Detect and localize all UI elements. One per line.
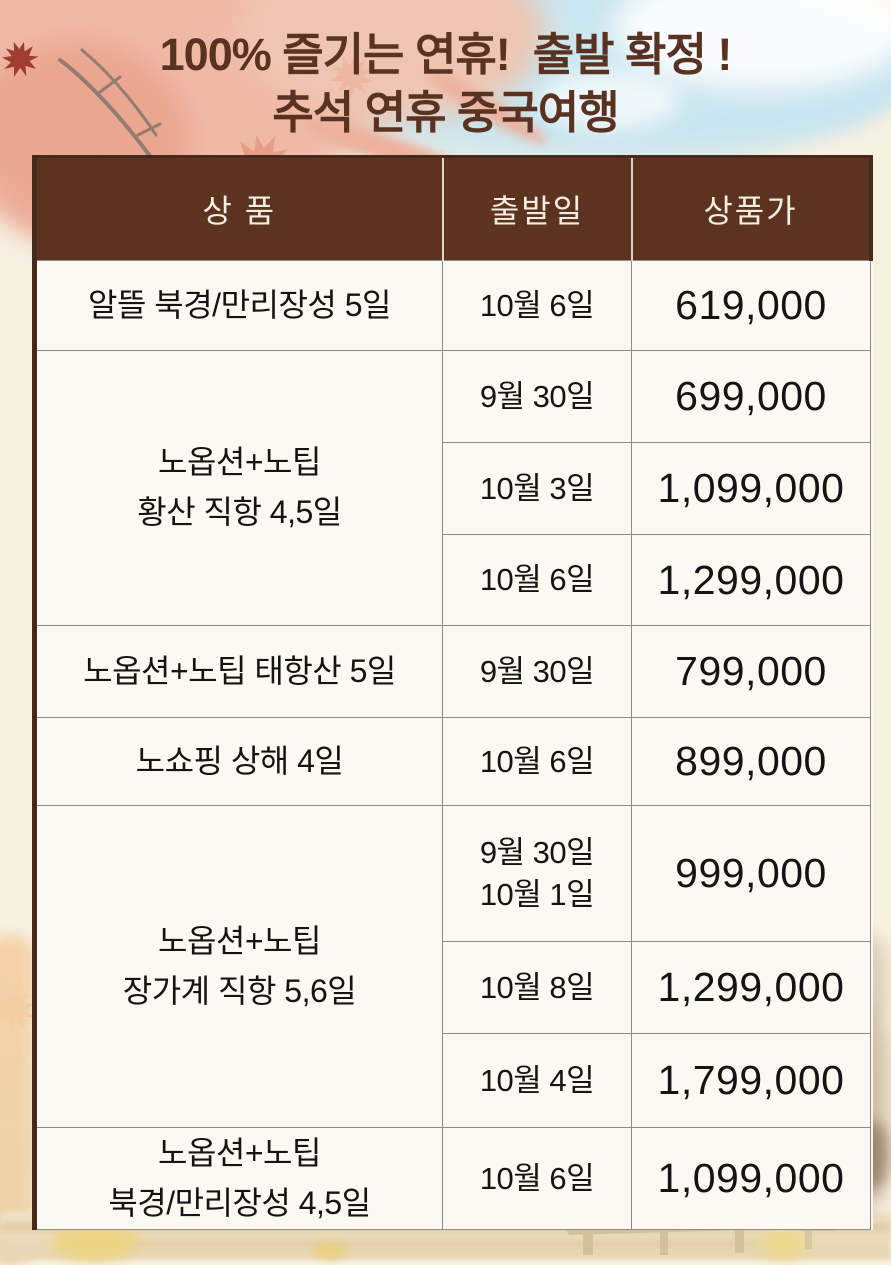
page-title-line2: 추석 연휴 중국여행 xyxy=(272,86,619,138)
peach-wash-decoration xyxy=(0,935,34,1265)
product-cell: 노옵션+노팁 장가계 직항 5,6일 xyxy=(34,805,443,1128)
table-row: 10월 3일 1,099,000 xyxy=(35,442,871,535)
table-header-row: 상 품 출발일 상품가 xyxy=(34,156,873,261)
price-cell: 799,000 xyxy=(631,625,871,718)
price-cell: 1,799,000 xyxy=(631,1033,871,1128)
column-header-price: 상품가 xyxy=(630,156,873,261)
table-row: 노옵션+노팁 황산 직항 4,5일 9월 30일 699,000 xyxy=(34,350,871,626)
table-row: 노쇼핑 상해 4일 10월 6일 899,000 xyxy=(34,717,871,806)
product-cell: 알뜰 북경/만리장성 5일 xyxy=(34,260,443,351)
table-row: 노옵션+노팁 태항산 5일 9월 30일 799,000 xyxy=(34,625,871,718)
price-cell: 1,299,000 xyxy=(631,941,871,1034)
product-cell: 노옵션+노팁 북경/만리장성 4,5일 xyxy=(34,1127,443,1230)
price-table: 상 품 출발일 상품가 알뜰 북경/만리장성 5일 10월 6일 619,000 노옵… xyxy=(32,155,873,1230)
column-header-product: 상 품 xyxy=(34,156,443,261)
price-cell: 999,000 xyxy=(631,805,871,942)
column-header-departure-date: 출발일 xyxy=(441,156,632,261)
price-cell: 1,099,000 xyxy=(631,442,871,535)
ground-streak-decoration xyxy=(60,1240,760,1248)
departure-date-cell: 10월 4일 xyxy=(442,1033,632,1128)
departure-date-cell: 10월 6일 xyxy=(442,534,632,626)
product-cell: 노옵션+노팁 태항산 5일 xyxy=(34,625,443,718)
price-cell: 619,000 xyxy=(631,260,871,351)
departure-date-cell: 10월 6일 xyxy=(442,1127,632,1230)
price-cell: 1,299,000 xyxy=(631,534,871,626)
price-cell: 699,000 xyxy=(631,350,871,443)
departure-date-cell: 9월 30일 xyxy=(442,350,632,443)
departure-date-cell: 10월 8일 xyxy=(442,941,632,1034)
departure-date-cell: 10월 3일 xyxy=(442,442,632,535)
yellow-blob-decoration xyxy=(758,1228,808,1260)
page-title-line1: 100% 즐기는 연휴! 출발 확정 ! xyxy=(159,29,733,80)
product-cell: 노쇼핑 상해 4일 xyxy=(34,717,443,806)
departure-date-cell: 9월 30일 10월 1일 xyxy=(442,805,632,942)
departure-date-cell: 10월 6일 xyxy=(442,717,632,806)
price-cell: 1,099,000 xyxy=(631,1127,871,1230)
product-cell: 노옵션+노팁 황산 직항 4,5일 xyxy=(34,350,443,626)
departure-date-cell: 10월 6일 xyxy=(442,260,632,351)
price-table-body: 알뜰 북경/만리장성 5일 10월 6일 619,000 노옵션+노팁 황산 직항 4,… xyxy=(34,260,871,1230)
table-row: 노옵션+노팁 장가계 직항 5,6일 9월 30일 10월 1일 999,000 xyxy=(34,805,871,1128)
table-row: 노옵션+노팁 북경/만리장성 4,5일 10월 6일 1,099,000 xyxy=(34,1127,871,1230)
table-row: 알뜰 북경/만리장성 5일 10월 6일 619,000 xyxy=(34,260,871,351)
table-row: 10월 6일 1,299,000 xyxy=(35,534,871,626)
yellow-blob-decoration xyxy=(312,1242,348,1259)
price-cell: 899,000 xyxy=(631,717,871,806)
departure-date-cell: 9월 30일 xyxy=(442,625,632,718)
page-title: 100% 즐기는 연휴! 출발 확정 ! 추석 연휴 중국여행 xyxy=(0,26,891,141)
